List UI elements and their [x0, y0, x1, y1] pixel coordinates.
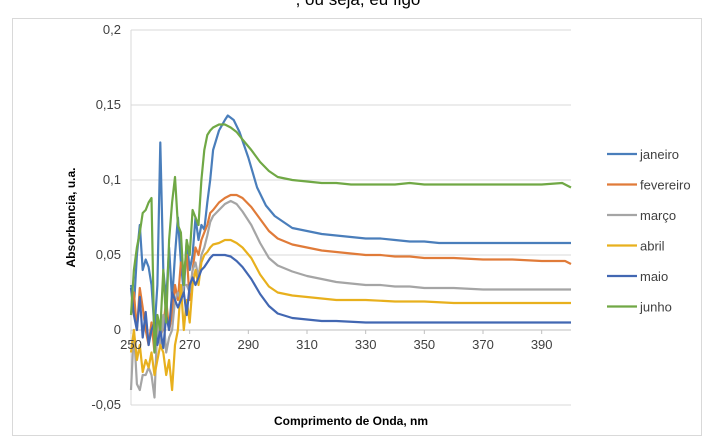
x-tick-label: 390 — [531, 337, 553, 352]
x-tick-label: 370 — [472, 337, 494, 352]
series-line-março — [129, 199, 571, 399]
header-text-fragment: , ou seja, eu figo — [0, 0, 716, 18]
series-line-abril — [129, 238, 571, 392]
x-tick-label: 330 — [355, 337, 377, 352]
x-tick-label: 270 — [179, 337, 201, 352]
legend-entry: janeiro — [639, 147, 679, 162]
chart-frame: 0,2 0,15 0,1 0,05 0 -0,05 250 270 290 310 330 350 37… — [12, 18, 702, 436]
y-tick-label: 0,1 — [103, 172, 121, 187]
y-tick-label: -0,05 — [91, 397, 121, 412]
legend-entry: maio — [640, 269, 668, 284]
x-tick-label: 290 — [237, 337, 259, 352]
x-tick-label: 310 — [296, 337, 318, 352]
series-line-junho — [129, 123, 572, 354]
x-tick-label: 350 — [413, 337, 435, 352]
y-tick-label: 0,2 — [103, 22, 121, 37]
y-tick-label: 0,15 — [96, 97, 121, 112]
series-line-janeiro — [129, 114, 571, 332]
y-tick-label: 0,05 — [96, 247, 121, 262]
legend-entry: março — [640, 208, 676, 223]
legend-entry: junho — [639, 300, 672, 315]
absorbance-chart: 0,2 0,15 0,1 0,05 0 -0,05 250 270 290 310 330 350 37… — [64, 22, 691, 428]
legend: janeiro fevereiro março abril maio junho — [607, 147, 691, 315]
x-axis-title: Comprimento de Onda, nm — [274, 414, 428, 428]
y-tick-label: 0 — [114, 322, 121, 337]
legend-entry: abril — [640, 239, 665, 254]
legend-entry: fevereiro — [640, 178, 691, 193]
y-axis-title: Absorbancia, u.a. — [64, 167, 78, 267]
x-tick-label: 250 — [120, 337, 142, 352]
header-text: , ou seja, eu figo — [0, 0, 716, 10]
